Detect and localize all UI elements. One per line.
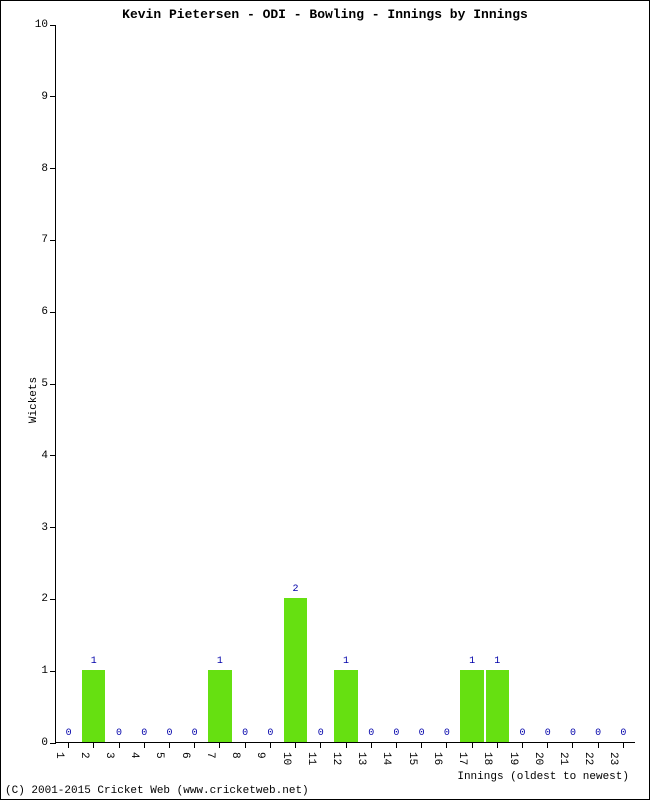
xtick-mark: [219, 742, 220, 748]
xtick-mark: [396, 742, 397, 748]
xtick-mark: [68, 742, 69, 748]
bar-value-label: 0: [520, 728, 526, 739]
bar-value-label: 1: [494, 656, 500, 667]
ytick-label: 2: [41, 593, 56, 605]
bar-value-label: 0: [368, 728, 374, 739]
bar: [486, 670, 509, 742]
xtick-mark: [144, 742, 145, 748]
bar-value-label: 0: [444, 728, 450, 739]
xtick-label: 17: [456, 752, 468, 765]
x-axis-label: Innings (oldest to newest): [457, 771, 629, 783]
bar-value-label: 0: [141, 728, 147, 739]
xtick-label: 21: [557, 752, 569, 765]
bar-value-label: 0: [620, 728, 626, 739]
bar-value-label: 0: [242, 728, 248, 739]
xtick-label: 13: [355, 752, 367, 765]
xtick-label: 14: [380, 752, 392, 765]
bar-value-label: 0: [419, 728, 425, 739]
bar-value-label: 1: [469, 656, 475, 667]
chart-title: Kevin Pietersen - ODI - Bowling - Inning…: [1, 7, 649, 22]
y-axis-label: Wickets: [28, 377, 40, 423]
xtick-mark: [320, 742, 321, 748]
xtick-mark: [93, 742, 94, 748]
ytick-label: 7: [41, 234, 56, 246]
xtick-label: 7: [204, 752, 216, 759]
plot-area: 0123456789101021304050607180901021101211…: [55, 25, 635, 743]
xtick-label: 18: [481, 752, 493, 765]
bar-value-label: 0: [116, 728, 122, 739]
ytick-label: 5: [41, 378, 56, 390]
ytick-label: 3: [41, 522, 56, 534]
xtick-label: 22: [582, 752, 594, 765]
xtick-mark: [547, 742, 548, 748]
xtick-label: 16: [431, 752, 443, 765]
xtick-mark: [572, 742, 573, 748]
xtick-label: 12: [330, 752, 342, 765]
xtick-mark: [598, 742, 599, 748]
copyright-text: (C) 2001-2015 Cricket Web (www.cricketwe…: [5, 785, 309, 797]
bar-value-label: 0: [570, 728, 576, 739]
xtick-label: 2: [78, 752, 90, 759]
xtick-label: 19: [507, 752, 519, 765]
bar-value-label: 1: [217, 656, 223, 667]
xtick-mark: [623, 742, 624, 748]
xtick-label: 20: [532, 752, 544, 765]
bar-value-label: 0: [393, 728, 399, 739]
xtick-label: 8: [229, 752, 241, 759]
xtick-mark: [522, 742, 523, 748]
bar-value-label: 0: [66, 728, 72, 739]
xtick-label: 4: [128, 752, 140, 759]
xtick-label: 5: [153, 752, 165, 759]
bar-value-label: 2: [293, 584, 299, 595]
xtick-label: 23: [607, 752, 619, 765]
ytick-label: 4: [41, 450, 56, 462]
xtick-mark: [346, 742, 347, 748]
bar-value-label: 0: [318, 728, 324, 739]
bar: [460, 670, 483, 742]
bar: [284, 598, 307, 742]
xtick-mark: [472, 742, 473, 748]
ytick-label: 0: [41, 737, 56, 749]
xtick-mark: [169, 742, 170, 748]
xtick-mark: [270, 742, 271, 748]
xtick-mark: [295, 742, 296, 748]
bar-value-label: 1: [343, 656, 349, 667]
xtick-mark: [371, 742, 372, 748]
xtick-label: 3: [103, 752, 115, 759]
xtick-label: 15: [406, 752, 418, 765]
bar-value-label: 0: [267, 728, 273, 739]
chart-container: Kevin Pietersen - ODI - Bowling - Inning…: [0, 0, 650, 800]
xtick-label: 10: [280, 752, 292, 765]
ytick-label: 1: [41, 665, 56, 677]
xtick-mark: [446, 742, 447, 748]
bar-value-label: 0: [166, 728, 172, 739]
bar: [82, 670, 105, 742]
xtick-mark: [194, 742, 195, 748]
xtick-mark: [497, 742, 498, 748]
ytick-label: 6: [41, 306, 56, 318]
bar-value-label: 0: [595, 728, 601, 739]
bar-value-label: 0: [192, 728, 198, 739]
bar: [334, 670, 357, 742]
xtick-label: 11: [305, 752, 317, 765]
xtick-label: 1: [53, 752, 65, 759]
bar: [208, 670, 231, 742]
xtick-mark: [421, 742, 422, 748]
xtick-label: 6: [179, 752, 191, 759]
ytick-label: 9: [41, 91, 56, 103]
bar-value-label: 1: [91, 656, 97, 667]
xtick-mark: [245, 742, 246, 748]
xtick-mark: [119, 742, 120, 748]
ytick-label: 8: [41, 163, 56, 175]
ytick-label: 10: [35, 19, 56, 31]
bar-value-label: 0: [545, 728, 551, 739]
xtick-label: 9: [254, 752, 266, 759]
